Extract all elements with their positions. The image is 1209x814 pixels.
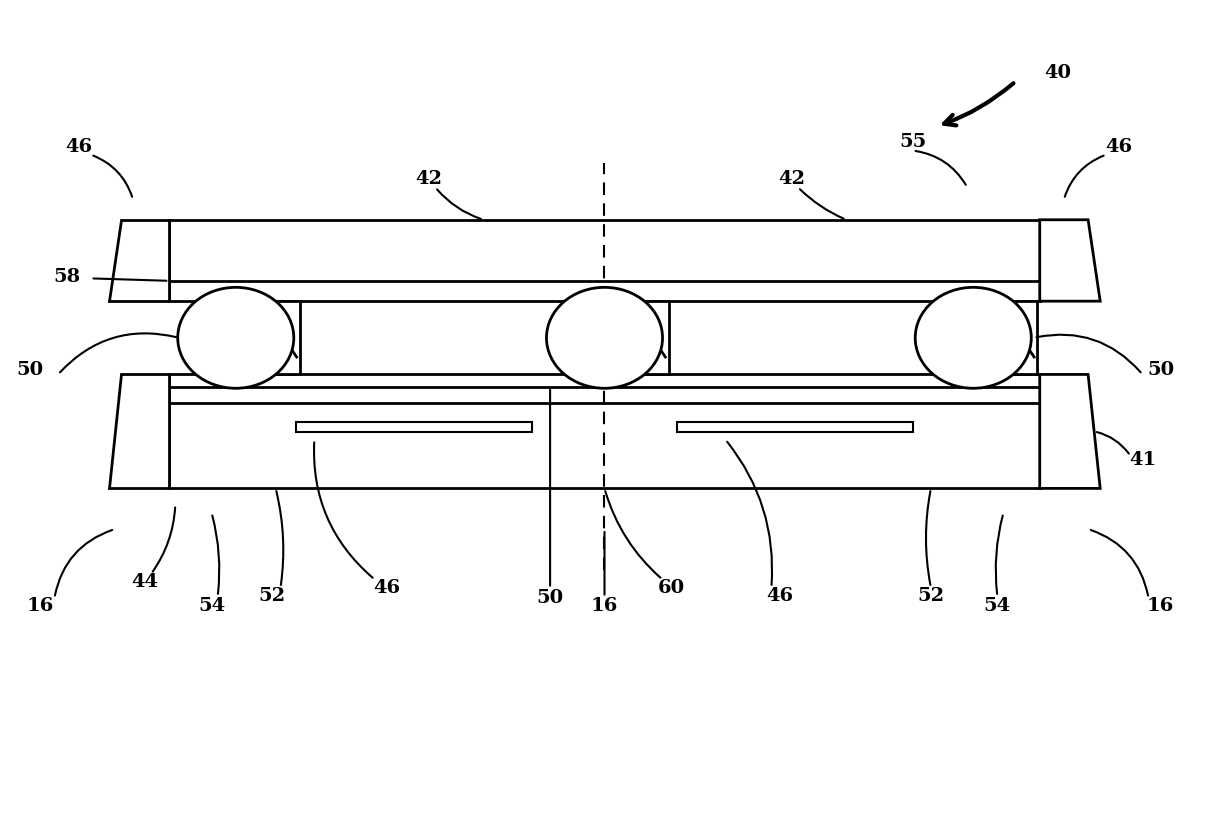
Text: 54: 54 xyxy=(198,597,225,615)
Polygon shape xyxy=(1013,301,1037,374)
Polygon shape xyxy=(109,220,169,301)
Ellipse shape xyxy=(546,287,663,388)
Text: 46: 46 xyxy=(374,579,400,597)
Polygon shape xyxy=(1040,220,1100,301)
Polygon shape xyxy=(644,301,669,374)
Ellipse shape xyxy=(915,287,1031,388)
Text: 52: 52 xyxy=(259,587,285,605)
Text: 42: 42 xyxy=(779,170,805,188)
Polygon shape xyxy=(276,301,300,374)
Text: 46: 46 xyxy=(65,138,92,155)
Text: 41: 41 xyxy=(1129,451,1156,469)
Polygon shape xyxy=(169,220,1040,301)
Text: 55: 55 xyxy=(899,133,926,151)
Text: 50: 50 xyxy=(537,589,563,607)
Text: 44: 44 xyxy=(132,573,158,591)
Ellipse shape xyxy=(178,287,294,388)
Text: 16: 16 xyxy=(591,597,618,615)
Text: 46: 46 xyxy=(767,587,793,605)
Polygon shape xyxy=(109,374,169,488)
Polygon shape xyxy=(677,422,913,432)
Text: 46: 46 xyxy=(1105,138,1132,155)
Text: 40: 40 xyxy=(1045,64,1071,82)
Text: 54: 54 xyxy=(984,597,1011,615)
Text: 50: 50 xyxy=(1147,361,1174,379)
Polygon shape xyxy=(1040,374,1100,488)
Text: 60: 60 xyxy=(658,579,684,597)
Text: 52: 52 xyxy=(918,587,944,605)
Text: 16: 16 xyxy=(27,597,53,615)
Polygon shape xyxy=(169,374,1040,488)
Polygon shape xyxy=(296,422,532,432)
Text: 58: 58 xyxy=(53,268,80,286)
Text: 16: 16 xyxy=(1147,597,1174,615)
Text: 50: 50 xyxy=(17,361,44,379)
Text: 42: 42 xyxy=(416,170,442,188)
